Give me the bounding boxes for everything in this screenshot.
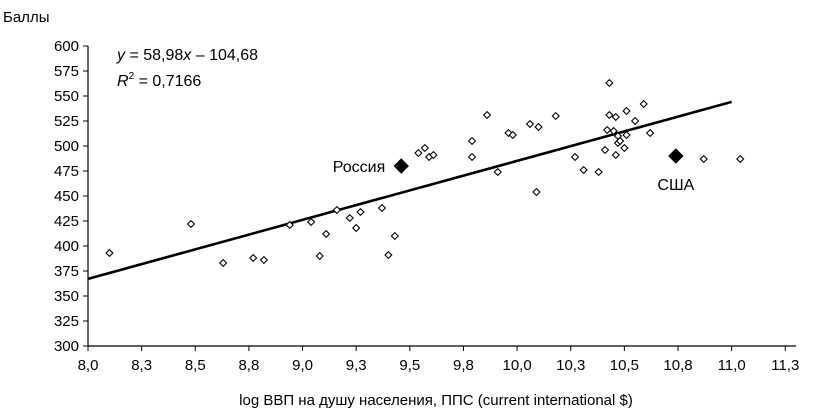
data-point xyxy=(315,251,324,261)
data-point xyxy=(579,165,588,175)
x-tick-label: 10,0 xyxy=(502,357,531,374)
x-tick-label: 10,5 xyxy=(610,357,639,374)
data-point xyxy=(249,253,258,263)
data-point xyxy=(390,231,399,241)
y-tick-label: 400 xyxy=(54,238,79,255)
data-point xyxy=(615,136,625,146)
data-point xyxy=(609,126,618,136)
data-point xyxy=(105,248,114,258)
data-point xyxy=(551,111,560,121)
x-tick-label: 8,5 xyxy=(185,357,206,374)
data-point xyxy=(345,213,354,223)
data-point xyxy=(508,130,517,140)
data-point xyxy=(699,154,708,164)
data-point xyxy=(467,152,477,162)
data-point xyxy=(504,128,513,138)
data-point xyxy=(414,148,423,158)
y-tick-label: 425 xyxy=(54,213,79,230)
data-point xyxy=(622,106,631,116)
data-point xyxy=(429,150,438,160)
data-point xyxy=(639,99,648,109)
x-tick-label: 11,0 xyxy=(718,357,746,374)
data-point xyxy=(356,207,365,217)
data-point xyxy=(332,205,342,215)
y-tick-label: 475 xyxy=(54,163,79,180)
y-tick-label: 350 xyxy=(54,288,79,305)
regression-equation: y = 58,98x – 104,68 xyxy=(116,47,258,64)
y-tick-label: 575 xyxy=(54,63,79,80)
data-point xyxy=(570,152,580,162)
annotations-layer: Россия США xyxy=(333,159,695,194)
data-point xyxy=(620,143,629,153)
x-tick-label: 8,8 xyxy=(238,357,259,374)
data-point xyxy=(645,128,655,138)
axes: 300 325 350 375 400 425 450 475 500 525 550 575 600 8… xyxy=(54,38,799,374)
data-point xyxy=(377,203,387,213)
data-point xyxy=(306,217,316,227)
y-tick-label: 500 xyxy=(54,138,79,155)
data-point xyxy=(736,154,745,164)
highlight-point xyxy=(668,148,684,164)
data-point xyxy=(594,167,603,177)
y-tick-label: 600 xyxy=(54,38,79,55)
data-point xyxy=(605,110,614,120)
points-layer xyxy=(105,78,745,268)
data-point xyxy=(493,167,502,177)
data-point xyxy=(534,122,543,132)
data-point xyxy=(482,110,492,120)
y-tick-label: 450 xyxy=(54,188,79,205)
data-point xyxy=(467,136,477,146)
x-tick-label: 9,8 xyxy=(453,357,474,374)
data-point xyxy=(218,258,228,268)
x-tick-label: 9,5 xyxy=(399,357,420,374)
data-point xyxy=(611,112,620,122)
y-axis-title: Баллы xyxy=(3,9,49,26)
point-annotation: Россия xyxy=(333,159,385,176)
highlight-point xyxy=(393,158,409,174)
data-point xyxy=(605,78,614,88)
data-point xyxy=(622,130,631,140)
y-tick-label: 525 xyxy=(54,113,79,130)
trendline-layer xyxy=(87,100,732,281)
data-point xyxy=(600,145,610,155)
y-tick-label: 375 xyxy=(54,263,79,280)
trendline xyxy=(87,100,732,281)
data-point xyxy=(186,219,196,229)
x-tick-label: 10,8 xyxy=(663,357,692,374)
y-tick-label: 300 xyxy=(54,338,79,355)
x-axis-title: log ВВП на душу населения, ППС (current … xyxy=(239,392,633,409)
x-tick-label: 9,0 xyxy=(292,357,313,374)
data-point xyxy=(384,250,393,260)
x-tick-label: 8,0 xyxy=(78,357,99,374)
data-point xyxy=(321,229,331,239)
data-point xyxy=(259,255,269,265)
x-tick-label: 9,3 xyxy=(346,357,367,374)
data-point xyxy=(525,119,535,129)
data-point xyxy=(611,150,620,160)
x-tick-label: 10,3 xyxy=(556,357,585,374)
point-annotation: США xyxy=(657,177,694,194)
y-tick-label: 550 xyxy=(54,88,79,105)
x-tick-label: 8,3 xyxy=(131,357,152,374)
data-point xyxy=(603,125,612,135)
data-point xyxy=(532,187,541,197)
y-tick-label: 325 xyxy=(54,313,79,330)
data-point xyxy=(420,143,430,153)
x-tick-label: 11,3 xyxy=(771,357,799,374)
data-point xyxy=(352,223,361,233)
r-squared-label: R2 = 0,7166 xyxy=(117,71,201,90)
data-point xyxy=(630,116,640,126)
data-point xyxy=(285,220,294,230)
